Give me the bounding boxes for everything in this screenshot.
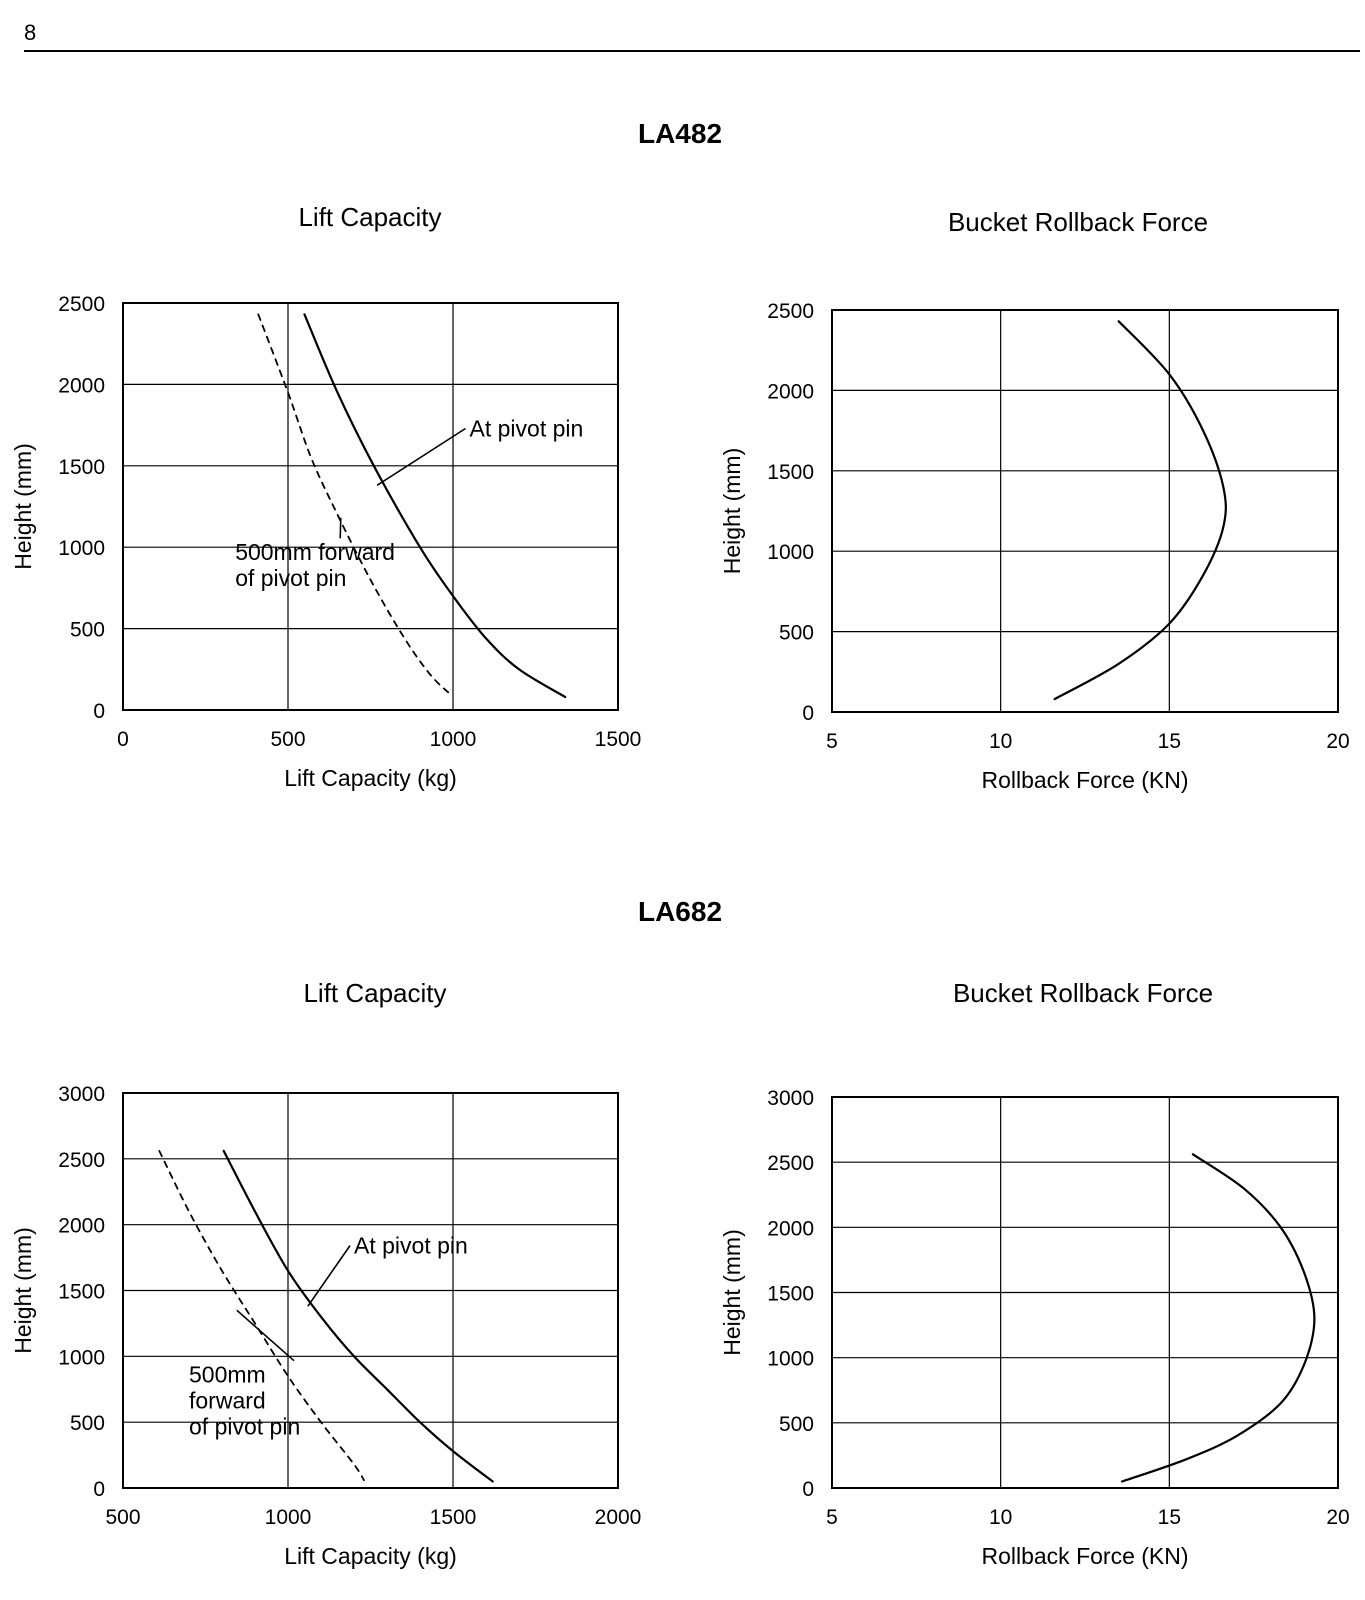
annotation-label: 500mm	[189, 1362, 266, 1388]
annotation-leader	[307, 1245, 351, 1307]
y-tick-label: 2000	[767, 1217, 814, 1240]
y-tick-label: 500	[70, 1412, 105, 1435]
y-tick-label: 1000	[58, 537, 105, 560]
y-tick-label: 3000	[767, 1087, 814, 1110]
y-tick-label: 0	[802, 702, 814, 725]
y-tick-label: 2500	[58, 293, 105, 316]
y-tick-label: 500	[70, 619, 105, 642]
x-tick-label: 1000	[265, 1506, 312, 1529]
y-tick-label: 2000	[58, 1215, 105, 1238]
x-tick-label: 15	[1158, 1506, 1181, 1529]
plot-frame	[831, 309, 1339, 713]
series-line-0	[222, 1149, 494, 1483]
annotation-leader	[339, 517, 342, 539]
x-tick-label: 1500	[430, 1506, 477, 1529]
x-axis-label: Lift Capacity (kg)	[284, 1543, 457, 1569]
page-number: 8	[24, 20, 37, 45]
y-axis-label: Height (mm)	[719, 1229, 745, 1356]
y-tick-label: 1500	[767, 1283, 814, 1306]
y-tick-label: 3000	[58, 1083, 105, 1106]
x-tick-label: 20	[1326, 1506, 1349, 1529]
series-line-1	[257, 313, 451, 695]
y-tick-label: 0	[93, 1478, 105, 1501]
y-tick-label: 500	[779, 622, 814, 645]
y-tick-label: 1000	[58, 1346, 105, 1369]
y-tick-label: 2000	[767, 380, 814, 403]
section-title-la682: LA682	[637, 896, 723, 927]
x-tick-label: 0	[117, 728, 129, 751]
y-tick-label: 500	[779, 1413, 814, 1436]
x-tick-label: 5	[826, 730, 838, 753]
y-tick-label: 2500	[767, 1152, 814, 1175]
y-tick-label: 0	[93, 700, 105, 723]
plot-frame	[122, 302, 619, 711]
annotation-label: At pivot pin	[354, 1233, 468, 1259]
y-tick-label: 1500	[767, 461, 814, 484]
x-tick-label: 5	[826, 1506, 838, 1529]
annotation-label: At pivot pin	[470, 415, 584, 441]
y-tick-label: 1500	[58, 1281, 105, 1304]
x-tick-label: 1500	[595, 728, 642, 751]
series-line-0	[303, 313, 567, 699]
y-axis-label: Height (mm)	[10, 1227, 36, 1354]
chart-title-la482-lift: Lift Capacity	[298, 202, 442, 232]
y-axis-label: Height (mm)	[10, 443, 36, 570]
series-line-1	[158, 1150, 365, 1481]
x-tick-label: 1000	[430, 728, 477, 751]
chart-title-la482-rollback: Bucket Rollback Force	[947, 207, 1209, 237]
section-title-la482: LA482	[637, 118, 723, 149]
annotation-label: of pivot pin	[235, 565, 346, 591]
y-tick-label: 2500	[58, 1149, 105, 1172]
x-tick-label: 15	[1158, 730, 1181, 753]
x-axis-label: Rollback Force (KN)	[981, 1543, 1188, 1569]
chart-title-la682-rollback: Bucket Rollback Force	[952, 978, 1214, 1008]
plot-frame	[122, 1092, 619, 1489]
y-tick-label: 0	[802, 1478, 814, 1501]
annotation-label: forward	[189, 1388, 266, 1414]
series-line-0	[1053, 320, 1227, 701]
y-tick-label: 1000	[767, 541, 814, 564]
y-tick-label: 1500	[58, 456, 105, 479]
y-tick-label: 1000	[767, 1348, 814, 1371]
x-axis-label: Lift Capacity (kg)	[284, 765, 457, 791]
y-tick-label: 2000	[58, 374, 105, 397]
x-tick-label: 10	[989, 1506, 1012, 1529]
x-axis-label: Rollback Force (KN)	[981, 767, 1188, 793]
y-axis-label: Height (mm)	[719, 448, 745, 575]
x-tick-label: 500	[270, 728, 305, 751]
x-tick-label: 20	[1326, 730, 1349, 753]
y-tick-label: 2500	[767, 300, 814, 323]
x-tick-label: 500	[105, 1506, 140, 1529]
annotation-leader	[236, 1309, 295, 1362]
annotation-label: 500mm forward	[235, 539, 395, 565]
series-line-0	[1121, 1153, 1316, 1483]
annotation-label: of pivot pin	[189, 1414, 300, 1440]
annotation-leader	[376, 427, 466, 487]
x-tick-label: 2000	[595, 1506, 642, 1529]
header-rule	[24, 50, 1360, 52]
x-tick-label: 10	[989, 730, 1012, 753]
chart-title-la682-lift: Lift Capacity	[303, 978, 447, 1008]
plot-frame	[831, 1096, 1339, 1489]
